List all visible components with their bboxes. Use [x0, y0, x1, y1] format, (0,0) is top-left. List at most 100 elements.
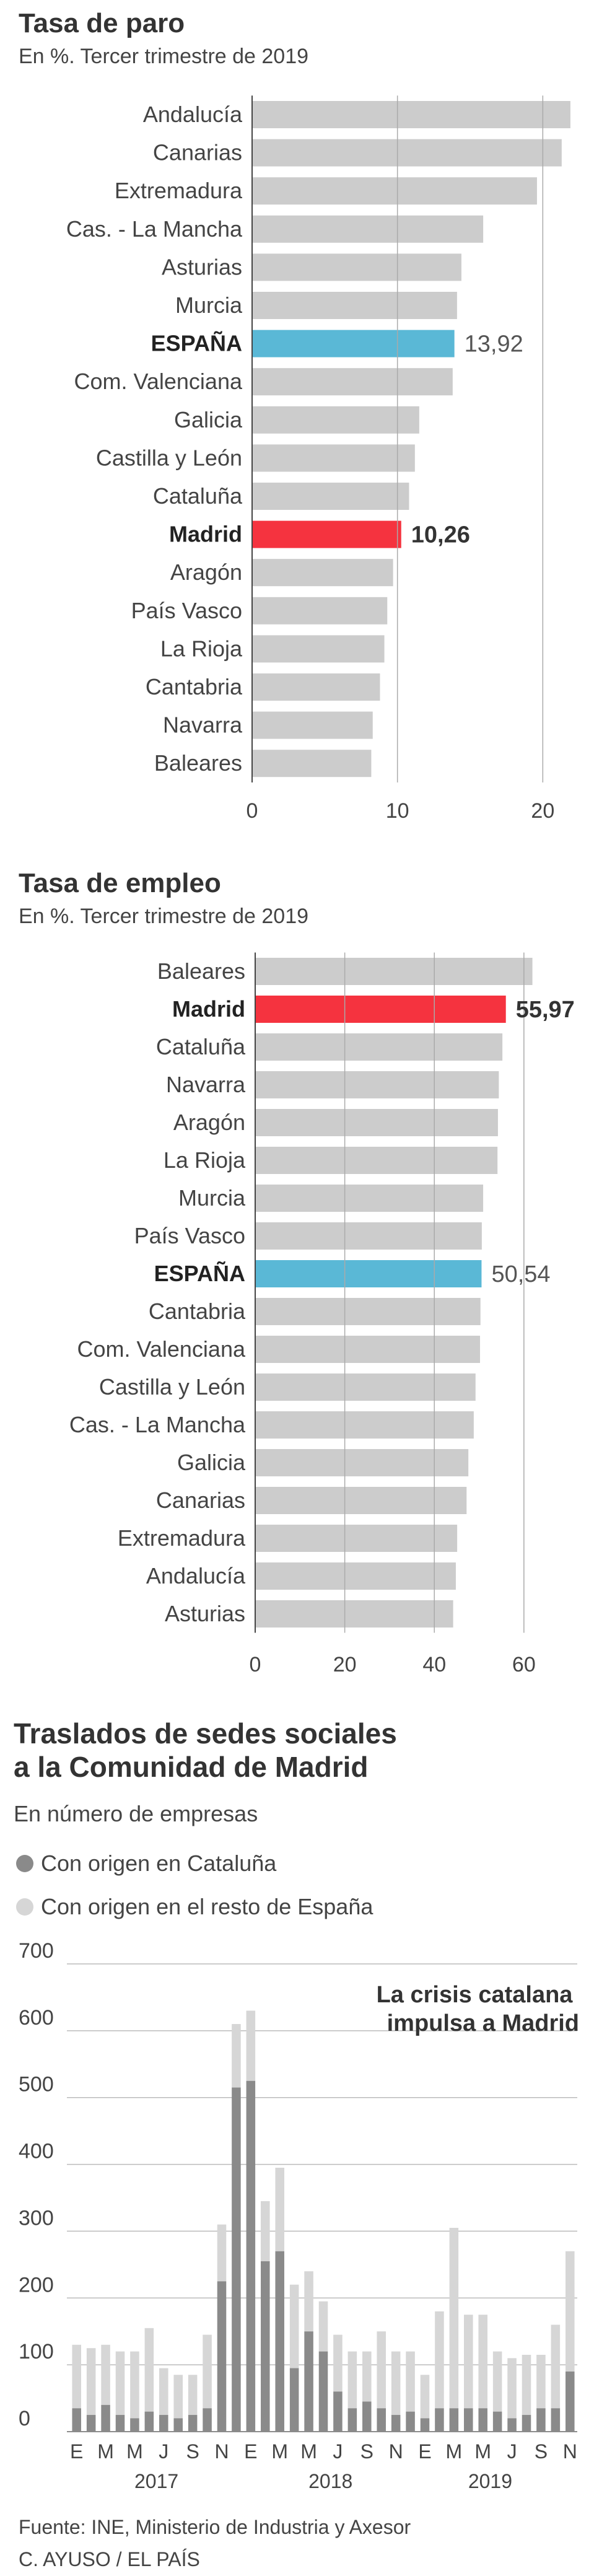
traslados-chart: Traslados de sedes sociales a la Comunid…: [14, 1717, 579, 2492]
category-label-com-valenciana: Com. Valenciana: [74, 369, 243, 394]
bar-resto-5: [144, 2328, 154, 2412]
bar-baleares: [252, 750, 372, 778]
bar-resto-28: [478, 2315, 487, 2409]
bar-aragon: [252, 559, 393, 587]
bar-cataluna-6: [159, 2415, 168, 2432]
bar-espana: [252, 330, 455, 357]
category-label-espana: ESPAÑA: [151, 330, 242, 356]
bar-cataluna-11: [232, 2087, 241, 2432]
y-tick-400: 400: [19, 2140, 54, 2163]
bar-murcia: [255, 1185, 484, 1212]
y-tick-100: 100: [19, 2340, 54, 2364]
bar-cantabria: [255, 1298, 481, 1325]
traslados-gridlines: 0 100 200 300 400 500 600 700: [19, 1939, 577, 2432]
y-tick-600: 600: [19, 2006, 54, 2030]
bar-cataluna-30: [507, 2418, 517, 2432]
x-tick-60: 60: [512, 1653, 536, 1676]
x-tick-40: 40: [422, 1653, 446, 1676]
bar-resto-3: [115, 2351, 125, 2416]
x-tick-20: 20: [531, 799, 554, 823]
bar-cataluna-5: [144, 2411, 154, 2432]
x-tick-10: S: [360, 2440, 373, 2463]
bar-cataluna-15: [289, 2368, 299, 2432]
bar-castilla-y-leon: [255, 1373, 476, 1401]
category-label-extremadura: Extremadura: [118, 1525, 246, 1551]
category-label-cataluna: Cataluña: [156, 1034, 246, 1059]
bar-cas-la-mancha: [252, 215, 484, 243]
bar-cataluna-20: [362, 2401, 372, 2432]
annotation-line-1: La crisis catalana: [377, 1982, 574, 2008]
x-tick-11: N: [389, 2440, 403, 2463]
bar-resto-10: [217, 2224, 227, 2282]
bar-cataluna-21: [377, 2408, 386, 2432]
bar-murcia: [252, 292, 457, 319]
empleo-chart: Tasa de empleo En %. Tercer trimestre de…: [19, 868, 575, 1676]
bar-navarra: [255, 1071, 499, 1098]
bar-resto-14: [275, 2167, 284, 2251]
bar-canarias: [252, 139, 562, 167]
paro-subtitle: En %. Tercer trimestre de 2019: [19, 45, 308, 68]
bar-cataluna-31: [522, 2415, 531, 2432]
bar-resto-20: [362, 2351, 372, 2402]
x-tick-0: 0: [250, 1653, 261, 1676]
bar-cataluna-33: [551, 2408, 561, 2432]
bar-resto-17: [318, 2301, 328, 2352]
bar-galicia: [252, 406, 419, 434]
bar-la-rioja: [255, 1147, 498, 1174]
bar-asturias: [255, 1600, 453, 1628]
bar-madrid: [255, 996, 506, 1023]
paro-title: Tasa de paro: [19, 8, 185, 38]
empleo-x-axis: 0 20 40 60: [250, 1653, 536, 1676]
bar-cas-la-mancha: [255, 1411, 474, 1439]
x-tick-0: E: [70, 2440, 83, 2463]
category-label-navarra: Navarra: [166, 1072, 246, 1097]
bar-resto-18: [333, 2334, 343, 2392]
paro-category-labels: Andalucía Canarias Extremadura Cas. - La Ma…: [66, 102, 523, 776]
y-tick-700: 700: [19, 1939, 54, 1963]
traslados-title-line-2: a la Comunidad de Madrid: [14, 1751, 369, 1783]
bar-cataluna-3: [115, 2415, 125, 2432]
category-label-pais-vasco: País Vasco: [131, 598, 242, 623]
y-tick-0: 0: [19, 2407, 30, 2430]
bar-resto-24: [420, 2375, 430, 2419]
category-label-madrid: Madrid: [169, 522, 242, 547]
category-label-galicia: Galicia: [177, 1450, 246, 1475]
bar-aragon: [255, 1109, 498, 1136]
data-label-espana: 13,92: [465, 331, 523, 357]
category-label-canarias: Canarias: [153, 140, 242, 165]
x-tick-6: E: [244, 2440, 257, 2463]
bar-cataluna-10: [217, 2281, 227, 2432]
bar-cataluna-34: [566, 2371, 575, 2432]
data-label-madrid: 55,97: [516, 997, 575, 1023]
x-tick-16: S: [535, 2440, 548, 2463]
bar-cataluna-14: [275, 2251, 284, 2432]
bar-cataluna-18: [333, 2391, 343, 2432]
x-tick-17: N: [563, 2440, 577, 2463]
y-tick-300: 300: [19, 2206, 54, 2230]
bar-pais-vasco: [252, 597, 388, 624]
x-tick-9: J: [333, 2440, 343, 2463]
bar-cataluna: [252, 483, 409, 510]
legend-dot-resto: [16, 1898, 33, 1916]
bar-resto-16: [304, 2271, 313, 2332]
bar-com-valenciana: [252, 368, 453, 396]
bar-resto-4: [130, 2351, 139, 2419]
bar-cataluna-13: [261, 2261, 270, 2432]
category-label-la-rioja: La Rioja: [164, 1147, 246, 1173]
bar-resto-6: [159, 2368, 168, 2416]
bar-pais-vasco: [255, 1222, 482, 1250]
bar-resto-26: [449, 2228, 459, 2409]
bar-cataluna: [255, 1033, 503, 1061]
bar-navarra: [252, 711, 373, 739]
annotation-line-2: impulsa a Madrid: [387, 2010, 579, 2036]
category-label-asturias: Asturias: [162, 254, 242, 279]
category-label-baleares: Baleares: [154, 750, 242, 776]
bar-cataluna-25: [435, 2408, 444, 2432]
category-label-cas-la-mancha: Cas. - La Mancha: [66, 216, 243, 242]
bar-cataluna-16: [304, 2331, 313, 2432]
data-label-madrid: 10,26: [411, 522, 470, 548]
bar-castilla-y-leon: [252, 444, 415, 472]
legend-label-resto: Con origen en el resto de España: [41, 1894, 373, 1919]
